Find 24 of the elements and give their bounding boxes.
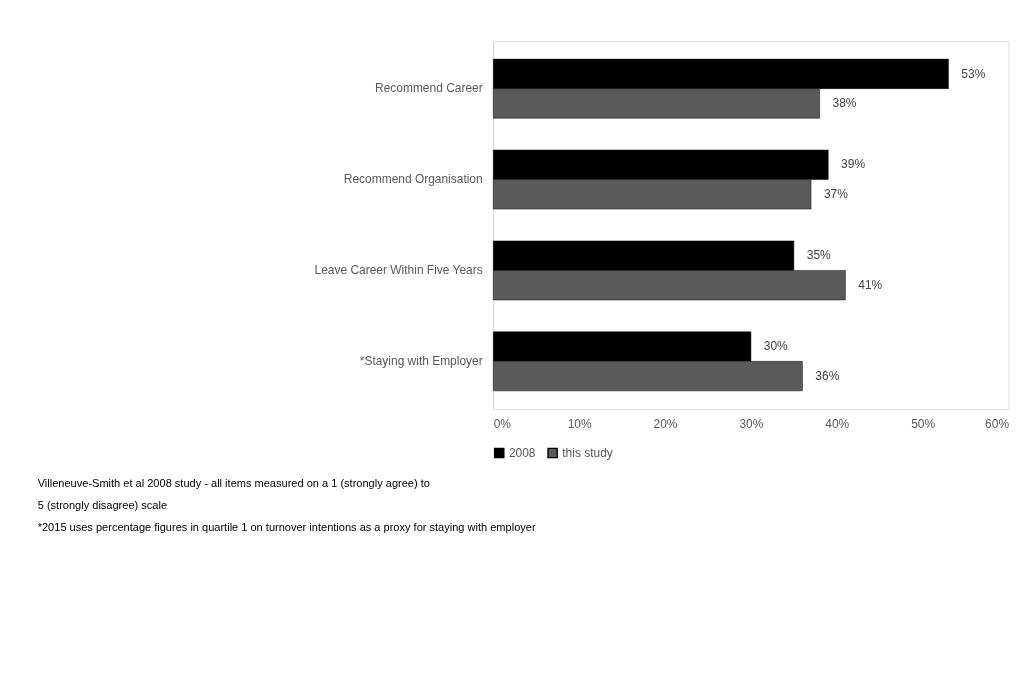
x-tick-label: 30% [739,416,764,431]
y-tick-label: Recommend Organisation [343,172,483,187]
x-tick-label: 40% [825,416,850,431]
data-label: 41% [858,277,883,292]
data-label: 36% [815,368,840,383]
data-label: 30% [763,339,789,354]
y-tick-label: Recommend Career [375,81,483,96]
x-tick-label: 10% [567,416,592,431]
data-label: 38% [832,96,857,111]
text: *2015 uses percentage figures in quartile 1 on turnover intentions as a proxy for staying with employer [37,521,536,534]
text: 5 (strongly disagree) scale [37,499,168,512]
legend-label: 2008 [508,445,536,460]
x-tick-label: 50% [911,416,936,431]
y-tick-label: Leave Career Within Five Years [314,263,483,278]
x-tick-label: 60% [985,416,1010,431]
text: Villeneuve-Smith et al 2008 study - all items measured on a 1 (strongly agree) to [37,477,430,490]
data-label: 39% [841,157,866,172]
y-tick-label: *Staying with Employer [359,354,483,368]
data-label: 35% [806,248,832,263]
data-label: 37% [823,186,849,201]
x-tick-label: 20% [653,416,678,431]
legend-label: this study [562,445,613,460]
x-tick-label: 0% [493,416,512,431]
data-label: 53% [961,66,986,81]
